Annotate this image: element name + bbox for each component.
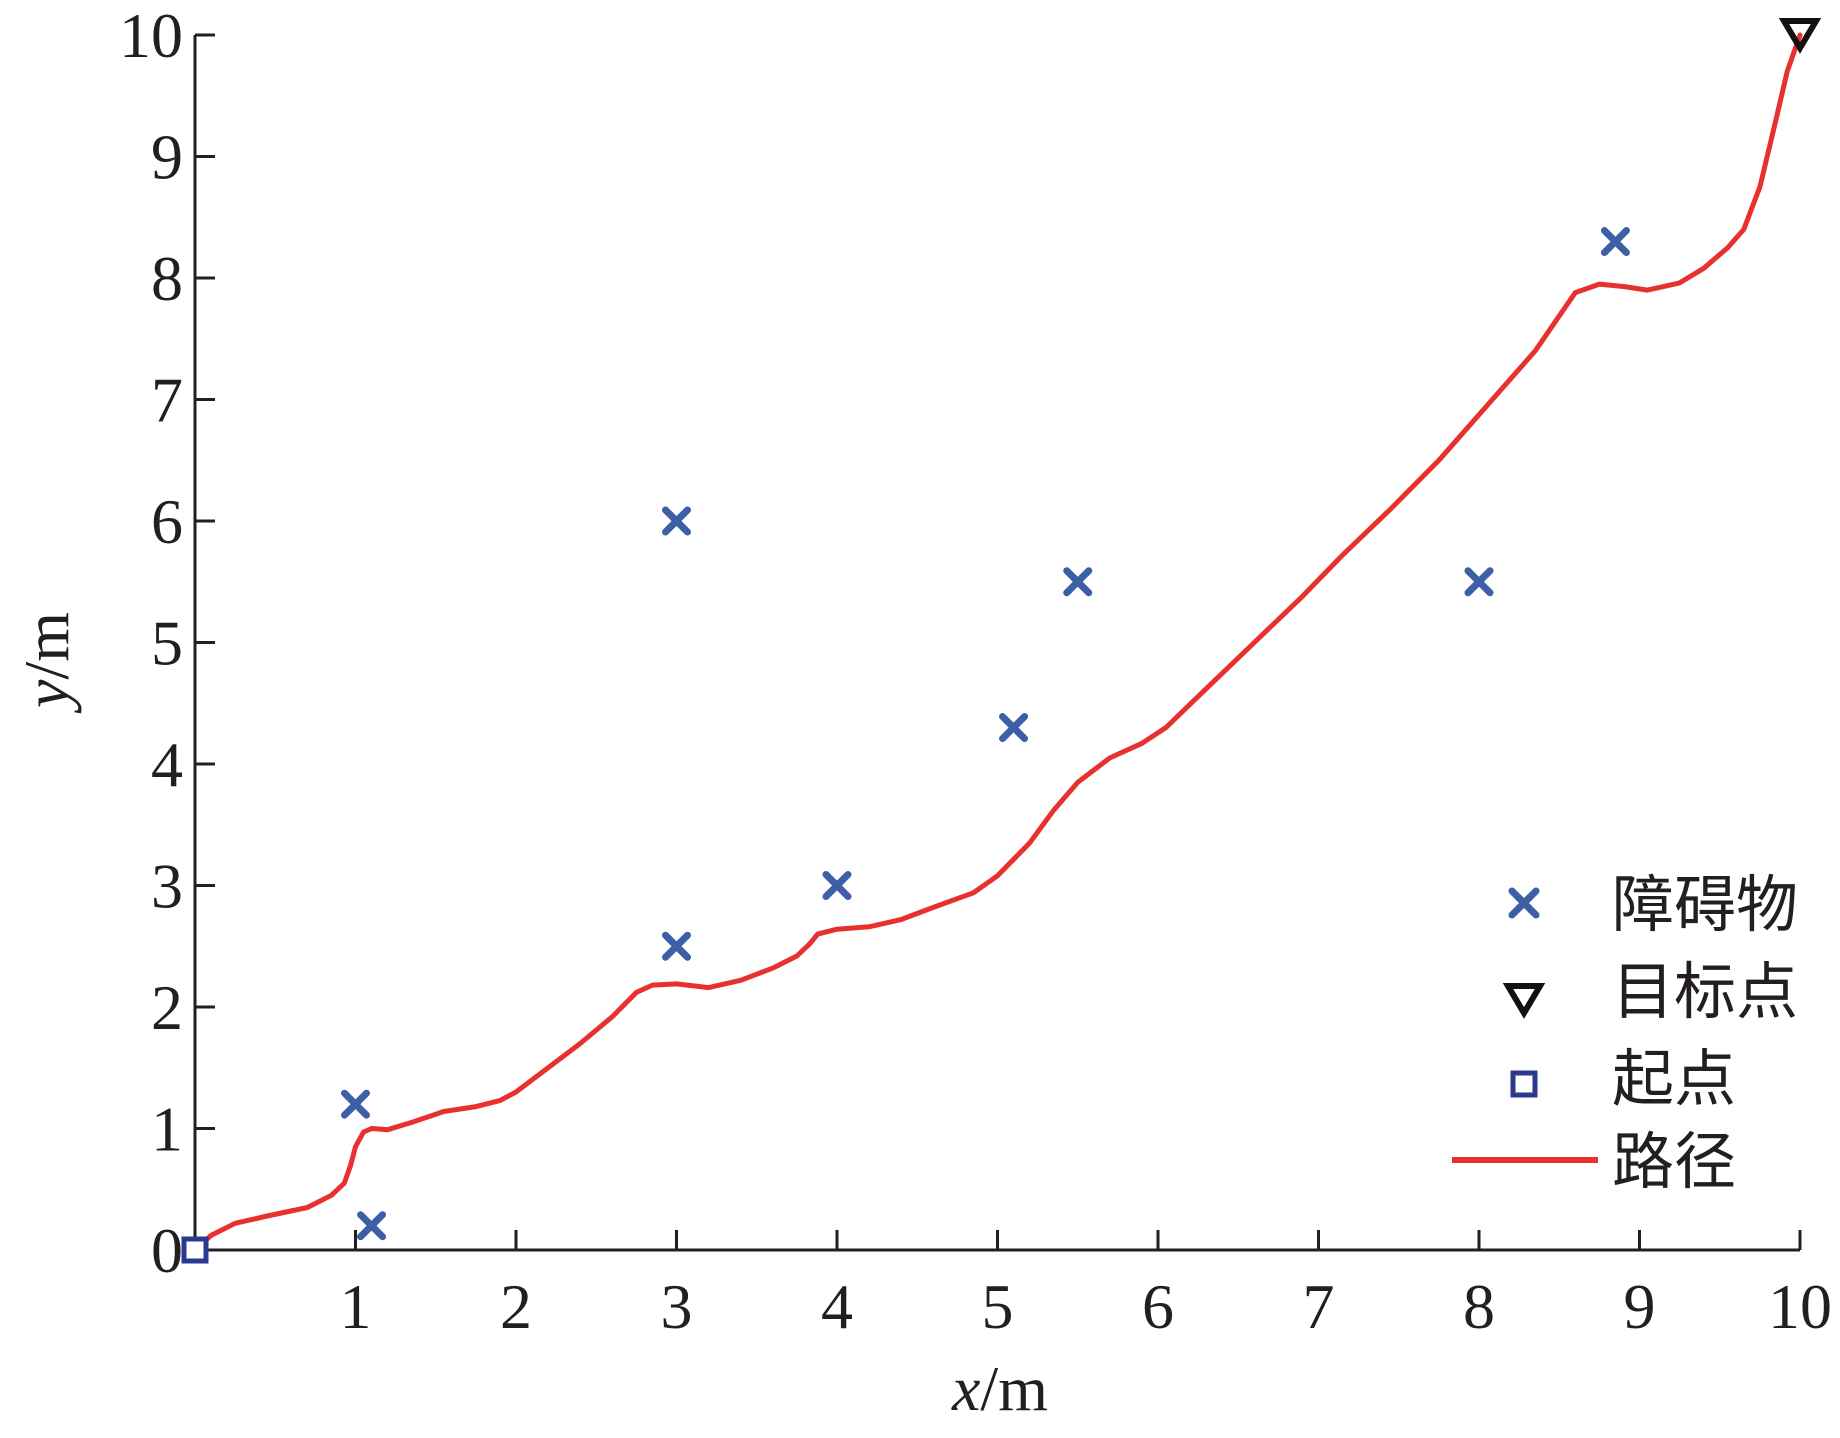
path-line [192,32,1803,1253]
legend-item-start: 起点 [1510,1042,1736,1115]
x-tick-label: 1 [340,1271,372,1342]
x-tick-label: 8 [1463,1271,1495,1342]
axes: 1 2 3 4 5 6 7 8 9 10 0 1 2 3 4 5 6 7 8 9 10 [119,0,1832,1342]
y-axis-title: y/m [11,612,82,714]
x-tick-label: 3 [661,1271,693,1342]
y-axis-unit: /m [11,612,82,680]
legend: 障碍物 目标点 起点 路径 [1452,868,1798,1198]
x-tick-label: 4 [821,1271,853,1342]
y-tick-label: 0 [151,1215,183,1286]
obstacle-marker [341,1089,370,1119]
legend-obstacle-x-icon [1508,887,1540,919]
y-tick-label: 1 [151,1094,183,1165]
y-axis-var: y [11,679,82,714]
x-tick-label: 2 [500,1271,532,1342]
legend-label-path: 路径 [1612,1125,1736,1198]
x-ticks: 1 2 3 4 5 6 7 8 9 10 [340,1230,1832,1342]
x-tick-label: 10 [1768,1271,1832,1342]
obstacle-markers [341,227,1630,1241]
x-axis-unit: /m [980,1353,1048,1424]
y-tick-label: 2 [151,972,183,1043]
obstacle-marker [822,871,852,900]
x-tick-label: 5 [982,1271,1014,1342]
legend-item-goal: 目标点 [1502,955,1798,1028]
goal-marker [1778,18,1822,54]
x-axis-var: x [951,1353,980,1424]
start-marker-group [181,1236,209,1264]
y-tick-label: 6 [151,486,183,557]
x-tick-label: 6 [1142,1271,1174,1342]
x-tick-label: 9 [1624,1271,1656,1342]
legend-item-obstacle: 障碍物 [1508,868,1798,941]
y-tick-label: 10 [119,0,183,71]
obstacle-marker [1600,227,1630,257]
goal-marker-group [1778,18,1822,54]
obstacle-marker [1063,567,1093,597]
y-tick-label: 4 [151,729,183,800]
y-tick-label: 5 [151,608,183,679]
obstacle-marker [357,1211,387,1241]
start-marker [181,1236,209,1264]
x-axis-title: x/m [951,1353,1048,1424]
y-tick-label: 7 [151,365,183,436]
legend-start-square-icon [1510,1070,1538,1098]
plot-area [181,18,1822,1264]
legend-label-goal: 目标点 [1612,955,1798,1028]
obstacle-marker [662,931,691,961]
x-tick-label: 7 [1303,1271,1335,1342]
obstacle-marker [999,713,1029,743]
legend-label-start: 起点 [1612,1042,1736,1115]
y-ticks: 0 1 2 3 4 5 6 7 8 9 10 [119,0,215,1286]
y-tick-label: 9 [151,122,183,193]
legend-goal-triangle-icon [1502,983,1546,1019]
y-tick-label: 8 [151,243,183,314]
obstacle-marker [662,506,691,536]
legend-item-path: 路径 [1452,1125,1736,1198]
legend-label-obstacle: 障碍物 [1612,868,1798,941]
y-tick-label: 3 [151,851,183,922]
obstacle-marker [1464,567,1494,597]
